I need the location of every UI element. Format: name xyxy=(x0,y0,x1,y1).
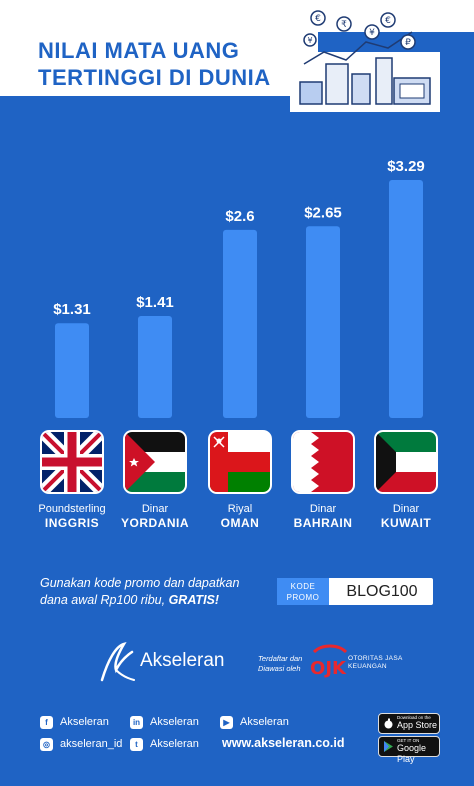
category-label-inggris: Poundsterling INGGRIS xyxy=(26,502,118,531)
social-instagram[interactable]: ◎ akseleran_id xyxy=(40,736,122,752)
category-label-yordania: Dinar YORDANIA xyxy=(109,502,201,531)
linkedin-label: Akseleran xyxy=(150,716,199,728)
google-play-text: Google Play xyxy=(397,743,427,764)
value-label-oman: $2.6 xyxy=(225,208,254,225)
bar-bahrain xyxy=(306,226,340,418)
google-play-badge[interactable]: GET IT ON Google Play xyxy=(378,736,440,764)
country-name: INGGRIS xyxy=(44,516,100,530)
header-top-band xyxy=(0,0,474,32)
country-name: KUWAIT xyxy=(380,516,432,530)
twitter-icon: t xyxy=(130,737,143,751)
bar-yordania xyxy=(138,316,172,418)
finance-illustration: € ₹ ¥ € ₽ ¥ xyxy=(290,10,440,112)
currency-name: Dinar xyxy=(141,503,169,515)
country-name: YORDANIA xyxy=(120,516,189,530)
linkedin-icon: in xyxy=(130,715,143,729)
svg-text:₽: ₽ xyxy=(405,38,411,48)
instagram-label: akseleran_id xyxy=(60,738,123,750)
instagram-icon: ◎ xyxy=(40,737,53,751)
app-store-small-text: Download on the xyxy=(397,715,431,720)
social-twitter[interactable]: t Akseleran xyxy=(130,736,199,752)
akseleran-logo-icon xyxy=(100,642,135,682)
social-facebook[interactable]: f Akseleran xyxy=(40,714,109,730)
category-label-bahrain: Dinar BAHRAIN xyxy=(277,502,369,531)
category-label-kuwait: Dinar KUWAIT xyxy=(360,502,452,531)
svg-text:¥: ¥ xyxy=(307,36,312,45)
bar-chart: $1.31 $1.41 $2.6 $2.65 $3.29 xyxy=(53,158,425,418)
bar-oman xyxy=(223,229,257,418)
twitter-label: Akseleran xyxy=(150,738,199,750)
promo-text-main: Gunakan kode promo dan dapatkan dana awa… xyxy=(40,576,240,607)
svg-text:¥: ¥ xyxy=(369,28,375,38)
apple-icon xyxy=(384,718,393,729)
currency-name: Poundsterling xyxy=(38,503,106,515)
facebook-label: Akseleran xyxy=(60,716,109,728)
title-line-1: NILAI MATA UANG xyxy=(38,38,240,63)
page-title: NILAI MATA UANG TERTINGGI DI DUNIA xyxy=(38,37,298,91)
jordan-flag-icon xyxy=(125,432,185,492)
app-store-badge[interactable]: Download on the App Store xyxy=(378,713,440,734)
country-name: BAHRAIN xyxy=(293,516,353,530)
social-linkedin[interactable]: in Akseleran xyxy=(130,714,199,730)
title-card xyxy=(0,28,318,96)
promo-text-bold: GRATIS! xyxy=(168,593,220,607)
value-label-bahrain: $2.65 xyxy=(304,204,342,221)
promo-description: Gunakan kode promo dan dapatkan dana awa… xyxy=(40,575,270,609)
value-label-kuwait: $3.29 xyxy=(387,158,425,175)
svg-text:₹: ₹ xyxy=(341,20,347,30)
svg-text:€: € xyxy=(315,14,321,24)
youtube-icon: ▶ xyxy=(220,715,233,729)
google-play-small-text: GET IT ON xyxy=(397,738,420,743)
currency-name: Dinar xyxy=(309,503,337,515)
value-label-yordania: $1.41 xyxy=(136,294,174,311)
registered-text: Terdaftar dan Diawasi oleh xyxy=(258,654,303,673)
ojk-logo-icon: OJK xyxy=(310,644,348,679)
currency-name: Dinar xyxy=(392,503,420,515)
google-play-icon xyxy=(384,741,393,752)
value-label-inggris: $1.31 xyxy=(53,301,91,318)
svg-text:OJK: OJK xyxy=(310,658,347,679)
app-store-text: App Store xyxy=(397,720,438,730)
youtube-label: Akseleran xyxy=(240,716,289,728)
bar-kuwait xyxy=(389,180,423,418)
ojk-text: OTORITAS JASA KEUANGAN xyxy=(348,655,403,670)
promo-code-value[interactable]: BLOG100 xyxy=(346,583,418,600)
kuwait-flag-icon xyxy=(376,432,436,492)
facebook-icon: f xyxy=(40,715,53,729)
uk-flag-icon xyxy=(42,432,102,492)
oman-flag-icon xyxy=(210,432,270,492)
promo-code-box[interactable]: KODE PROMO BLOG100 xyxy=(277,578,433,605)
promo-code-label: KODE PROMO xyxy=(277,578,329,605)
category-label-oman: Riyal OMAN xyxy=(194,502,286,531)
country-name: OMAN xyxy=(220,516,260,530)
brand-name: Akseleran xyxy=(140,650,225,671)
social-youtube[interactable]: ▶ Akseleran xyxy=(220,714,289,730)
svg-text:€: € xyxy=(385,16,391,26)
bar-inggris xyxy=(55,323,89,418)
title-line-2: TERTINGGI DI DUNIA xyxy=(38,65,271,90)
currency-name: Riyal xyxy=(227,503,253,515)
website-link[interactable]: www.akseleran.co.id xyxy=(222,736,345,750)
bahrain-flag-icon xyxy=(293,432,353,492)
